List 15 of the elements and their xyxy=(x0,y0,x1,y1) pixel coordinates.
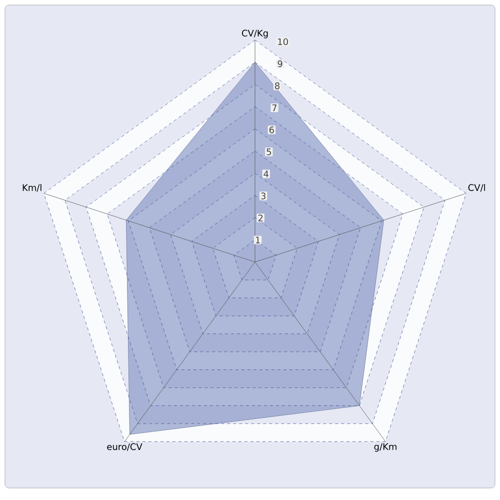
spoke-label: CV/l xyxy=(468,184,485,192)
y-tick-label: 2 xyxy=(258,214,263,222)
y-tick-label: 3 xyxy=(261,192,266,200)
y-tick-label: 1 xyxy=(256,236,260,244)
y-tick-label: 10 xyxy=(278,38,288,46)
y-tick-label: 5 xyxy=(266,148,271,156)
y-tick-label: 9 xyxy=(278,60,282,68)
y-tick-label: 7 xyxy=(272,104,277,112)
spoke-label: Km/l xyxy=(22,184,42,192)
y-tick-label: 8 xyxy=(275,82,280,90)
spoke-label: g/Km xyxy=(374,443,396,452)
spoke-label: euro/CV xyxy=(107,443,142,451)
y-tick-label: 6 xyxy=(269,126,274,134)
spoke-label: CV/Kg xyxy=(242,30,268,38)
y-tick-label: 4 xyxy=(264,170,268,178)
